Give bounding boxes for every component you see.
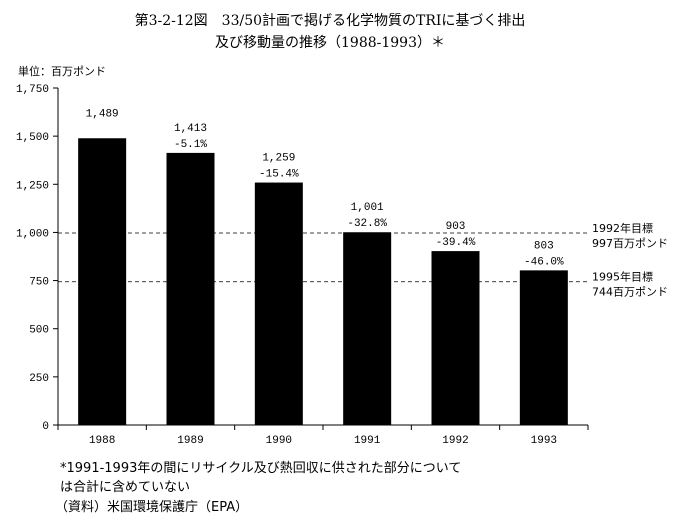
bar: [431, 251, 480, 425]
target-label-line2: 997百万ポンド: [592, 237, 668, 250]
y-tick-label: 0: [42, 421, 49, 433]
bar-change-label: -15.4%: [259, 169, 299, 181]
bar-value-label: 903: [446, 221, 466, 233]
target-label-line1: 1992年目標: [592, 221, 653, 235]
bar-change-label: -39.4%: [436, 237, 476, 249]
y-tick-label: 1,500: [16, 132, 49, 144]
bar: [519, 270, 568, 425]
y-tick-label: 1,000: [16, 228, 49, 240]
bar: [343, 232, 392, 425]
bars: 1,489 1,413 -5.1% 1,259 -15.4% 1,001 -32.8% 903…: [78, 108, 568, 425]
bar-value-label: 1,259: [262, 153, 295, 165]
y-tick-label: 1,250: [16, 180, 49, 192]
chart-title-line2: 及び移動量の推移（1988-1993）＊: [215, 35, 445, 51]
footnote-line2: は合計に含めていない: [60, 479, 190, 495]
bar-value-label: 803: [534, 240, 554, 252]
bar-value-label: 1,001: [351, 202, 384, 214]
bar-change-label: -46.0%: [524, 256, 564, 268]
y-tick-label: 750: [29, 277, 49, 289]
target-label-line1: 1995年目標: [592, 270, 653, 284]
bar-change-label: -5.1%: [174, 139, 207, 151]
bar: [78, 138, 127, 425]
footnote-line1: *1991-1993年の間にリサイクル及び熱回収に供された部分について: [60, 461, 461, 476]
x-tick-label: 1988: [89, 435, 115, 447]
y-tick-label: 500: [29, 325, 49, 337]
y-tick-label: 250: [29, 373, 49, 385]
bar-change-label: -32.8%: [347, 218, 387, 230]
x-tick-label: 1989: [177, 435, 203, 447]
target-label-line2: 744百万ポンド: [592, 286, 668, 299]
axes: 0 250 500 750 1,000 1,250 1,500 1,750 1988 1989 19…: [16, 84, 589, 447]
chart-title-line1: 第3-2-12図 33/50計画で掲げる化学物質のTRIに基づく排出: [135, 12, 526, 29]
x-tick-label: 1991: [354, 435, 381, 447]
unit-label: 単位：百万ポンド: [18, 64, 106, 78]
bar-value-label: 1,489: [86, 108, 119, 120]
x-tick-label: 1990: [266, 435, 292, 447]
bar-value-label: 1,413: [174, 123, 207, 135]
target-lines: 1992年目標 997百万ポンド 1995年目標 744百万ポンド: [58, 221, 668, 299]
bar: [254, 182, 303, 425]
x-tick-label: 1992: [442, 435, 468, 447]
bar: [166, 152, 215, 425]
y-tick-label: 1,750: [16, 84, 49, 96]
source-note: （資料）米国環境保護庁（EPA）: [55, 499, 248, 515]
x-tick-label: 1993: [531, 435, 557, 447]
